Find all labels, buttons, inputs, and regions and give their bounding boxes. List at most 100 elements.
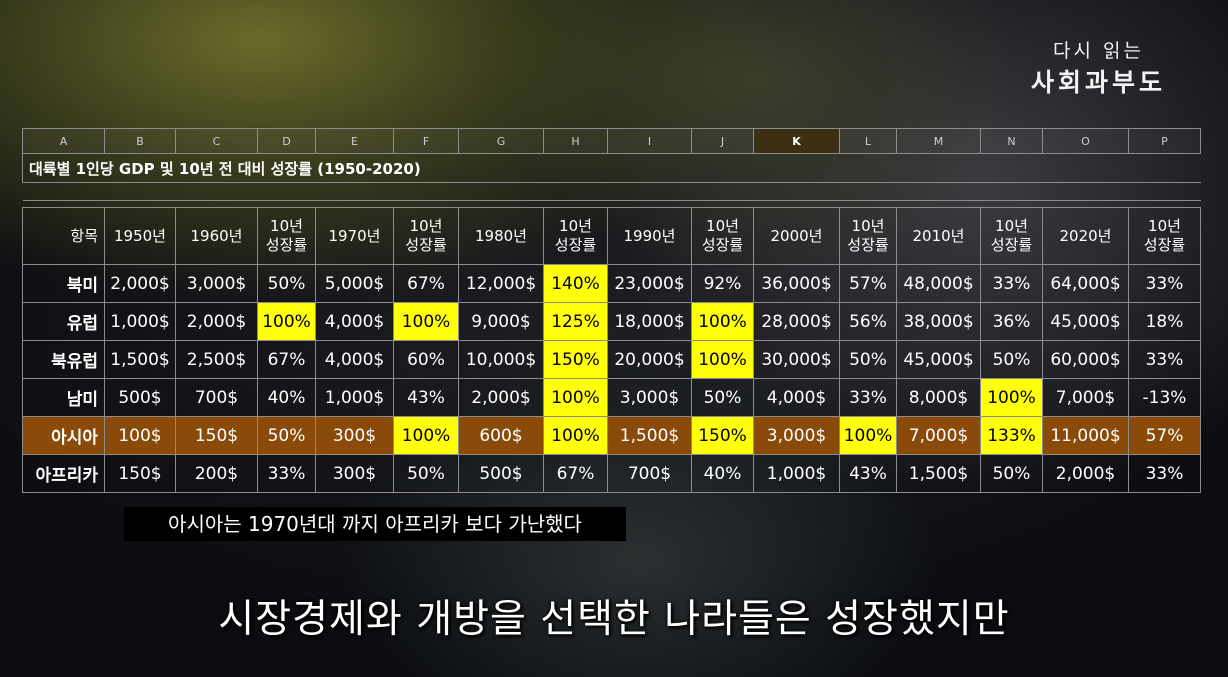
column-header-o[interactable]: O [1042, 128, 1129, 154]
table-cell[interactable]: 33% [839, 378, 897, 417]
header-2000[interactable]: 2000년 [753, 207, 840, 265]
header-item[interactable]: 항목 [22, 207, 105, 265]
column-header-f[interactable]: F [393, 128, 459, 154]
table-cell[interactable]: -13% [1128, 378, 1201, 417]
table-cell[interactable]: 18% [1128, 302, 1201, 341]
table-cell[interactable]: 8,000$ [896, 378, 981, 417]
column-header-k[interactable]: K [753, 128, 840, 154]
header-growth[interactable]: 10년 성장률 [543, 207, 608, 265]
table-cell[interactable]: 1,500$ [104, 340, 176, 379]
table-cell[interactable]: 300$ [315, 416, 394, 455]
column-header-e[interactable]: E [315, 128, 394, 154]
table-cell[interactable]: 50% [980, 454, 1043, 493]
column-header-a[interactable]: A [22, 128, 105, 154]
highlighted-cell[interactable]: 100% [543, 416, 608, 455]
table-cell[interactable]: 50% [839, 340, 897, 379]
highlighted-cell[interactable]: 100% [980, 378, 1043, 417]
table-cell[interactable]: 300$ [315, 454, 394, 493]
header-2020[interactable]: 2020년 [1042, 207, 1129, 265]
table-cell[interactable]: 7,000$ [1042, 378, 1129, 417]
table-cell[interactable]: 100$ [104, 416, 176, 455]
header-growth[interactable]: 10년 성장률 [1128, 207, 1201, 265]
table-cell[interactable]: 500$ [458, 454, 544, 493]
table-cell[interactable]: 1,000$ [104, 302, 176, 341]
column-header-i[interactable]: I [607, 128, 692, 154]
table-cell[interactable]: 57% [839, 264, 897, 303]
table-cell[interactable]: 2,000$ [175, 302, 258, 341]
table-cell[interactable]: 23,000$ [607, 264, 692, 303]
column-header-g[interactable]: G [458, 128, 544, 154]
table-cell[interactable]: 92% [691, 264, 754, 303]
table-cell[interactable]: 45,000$ [896, 340, 981, 379]
header-2010[interactable]: 2010년 [896, 207, 981, 265]
table-cell[interactable]: 10,000$ [458, 340, 544, 379]
column-header-n[interactable]: N [980, 128, 1043, 154]
header-1950[interactable]: 1950년 [104, 207, 176, 265]
table-cell[interactable]: 3,000$ [607, 378, 692, 417]
blank-cell[interactable] [22, 200, 1201, 208]
table-cell[interactable]: 33% [1128, 454, 1201, 493]
highlighted-cell[interactable]: 100% [691, 302, 754, 341]
table-cell[interactable]: 67% [543, 454, 608, 493]
table-cell[interactable]: 3,000$ [175, 264, 258, 303]
table-cell[interactable]: 700$ [607, 454, 692, 493]
table-cell[interactable]: 7,000$ [896, 416, 981, 455]
row-label[interactable]: 북미 [22, 264, 105, 303]
row-label[interactable]: 아프리카 [22, 454, 105, 493]
table-cell[interactable]: 2,000$ [1042, 454, 1129, 493]
header-growth[interactable]: 10년 성장률 [393, 207, 459, 265]
header-growth[interactable]: 10년 성장률 [691, 207, 754, 265]
table-cell[interactable]: 20,000$ [607, 340, 692, 379]
column-header-b[interactable]: B [104, 128, 176, 154]
highlighted-cell[interactable]: 150% [691, 416, 754, 455]
table-cell[interactable]: 67% [393, 264, 459, 303]
table-cell[interactable]: 38,000$ [896, 302, 981, 341]
table-cell[interactable]: 5,000$ [315, 264, 394, 303]
table-cell[interactable]: 45,000$ [1042, 302, 1129, 341]
table-cell[interactable]: 56% [839, 302, 897, 341]
header-growth[interactable]: 10년 성장률 [257, 207, 316, 265]
row-label[interactable]: 유럽 [22, 302, 105, 341]
highlighted-cell[interactable]: 100% [257, 302, 316, 341]
column-header-c[interactable]: C [175, 128, 258, 154]
highlighted-cell[interactable]: 125% [543, 302, 608, 341]
table-cell[interactable]: 40% [257, 378, 316, 417]
table-cell[interactable]: 700$ [175, 378, 258, 417]
table-cell[interactable]: 150$ [104, 454, 176, 493]
table-cell[interactable]: 1,500$ [607, 416, 692, 455]
table-cell[interactable]: 11,000$ [1042, 416, 1129, 455]
row-label[interactable]: 남미 [22, 378, 105, 417]
table-cell[interactable]: 60% [393, 340, 459, 379]
header-growth[interactable]: 10년 성장률 [980, 207, 1043, 265]
table-cell[interactable]: 50% [257, 416, 316, 455]
highlighted-cell[interactable]: 100% [543, 378, 608, 417]
highlighted-cell[interactable]: 100% [839, 416, 897, 455]
table-cell[interactable]: 28,000$ [753, 302, 840, 341]
table-cell[interactable]: 60,000$ [1042, 340, 1129, 379]
header-growth[interactable]: 10년 성장률 [839, 207, 897, 265]
table-cell[interactable]: 30,000$ [753, 340, 840, 379]
highlighted-cell[interactable]: 133% [980, 416, 1043, 455]
table-cell[interactable]: 1,000$ [315, 378, 394, 417]
table-cell[interactable]: 48,000$ [896, 264, 981, 303]
table-cell[interactable]: 67% [257, 340, 316, 379]
sheet-title[interactable]: 대륙별 1인당 GDP 및 10년 전 대비 성장률 (1950-2020) [22, 153, 1201, 183]
table-cell[interactable]: 50% [691, 378, 754, 417]
table-cell[interactable]: 43% [839, 454, 897, 493]
highlighted-cell[interactable]: 100% [691, 340, 754, 379]
header-1990[interactable]: 1990년 [607, 207, 692, 265]
table-cell[interactable]: 4,000$ [753, 378, 840, 417]
column-header-h[interactable]: H [543, 128, 608, 154]
column-header-d[interactable]: D [257, 128, 316, 154]
table-cell[interactable]: 3,000$ [753, 416, 840, 455]
row-label[interactable]: 아시아 [22, 416, 105, 455]
highlighted-cell[interactable]: 140% [543, 264, 608, 303]
header-1970[interactable]: 1970년 [315, 207, 394, 265]
table-cell[interactable]: 50% [393, 454, 459, 493]
table-cell[interactable]: 150$ [175, 416, 258, 455]
table-cell[interactable]: 4,000$ [315, 302, 394, 341]
table-cell[interactable]: 57% [1128, 416, 1201, 455]
table-cell[interactable]: 43% [393, 378, 459, 417]
table-cell[interactable]: 4,000$ [315, 340, 394, 379]
table-cell[interactable]: 2,500$ [175, 340, 258, 379]
